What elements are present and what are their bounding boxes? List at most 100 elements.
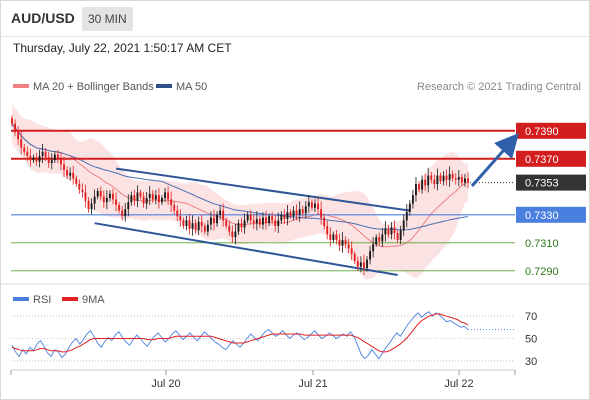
candle-body: [451, 174, 454, 179]
candle-body: [362, 262, 365, 268]
rsi-line: [11, 311, 469, 360]
candle-body: [151, 193, 154, 200]
candle-body: [280, 214, 283, 221]
candle-body: [323, 217, 326, 226]
bollinger-band-fill: [12, 104, 468, 280]
candle-body: [209, 217, 212, 225]
candle-body: [375, 237, 378, 245]
candle-body: [90, 203, 93, 210]
candle-body: [338, 240, 341, 246]
candle-body: [439, 175, 442, 182]
candle-body: [237, 223, 240, 232]
projection-arrow: [470, 133, 519, 187]
level-label-2: 0.7330: [525, 210, 559, 222]
candle-body: [38, 156, 41, 162]
candle-body: [84, 192, 87, 201]
candle-body: [298, 209, 301, 215]
candle-body: [118, 205, 121, 211]
candle-body: [448, 174, 451, 180]
support-resistance-levels: 0.7390 0.7370 0.7330 0.7310 0.7290: [11, 122, 586, 278]
candle-body: [203, 226, 206, 232]
candle-body: [222, 210, 225, 221]
level-tag-1: [516, 150, 586, 167]
candle-body: [335, 234, 338, 240]
candle-body: [347, 244, 350, 249]
candle-body: [411, 195, 414, 204]
candle-body: [197, 221, 200, 231]
rsi-ma9-line: [11, 313, 469, 353]
current-price-tag: [516, 174, 586, 191]
candle-body: [157, 195, 160, 203]
candle-body: [289, 212, 292, 217]
candle-body: [252, 220, 255, 224]
candle-body: [249, 214, 252, 221]
candle-body: [167, 192, 170, 200]
candle-body: [274, 220, 277, 226]
candle-body: [231, 231, 234, 238]
ma9-legend-swatch: [62, 297, 78, 301]
candle-body: [179, 216, 182, 221]
candle-body: [53, 154, 56, 161]
candle-body: [310, 202, 313, 208]
chart-datetime: Thursday, July 22, 2021 1:50:17 AM CET: [13, 41, 232, 55]
candle-body: [317, 203, 319, 210]
candle-body: [14, 123, 17, 133]
candle-body: [194, 223, 197, 231]
channel-line-lower: [94, 222, 398, 276]
candle-body: [121, 210, 124, 217]
ma9-legend-label: 9MA: [82, 294, 105, 306]
candle-body: [148, 193, 151, 198]
candle-body: [213, 217, 215, 224]
candle-body: [216, 214, 218, 224]
candle-body: [173, 205, 176, 211]
rsi-tick-50: 50: [525, 334, 537, 346]
candle-body: [372, 244, 375, 252]
candle-body: [415, 184, 417, 196]
candle-body: [286, 212, 289, 219]
candle-body: [170, 199, 173, 205]
candle-body: [191, 223, 194, 229]
candle-body: [442, 175, 445, 182]
candle-body: [105, 198, 108, 203]
candle-body: [185, 220, 188, 226]
candle-body: [454, 178, 457, 180]
candle-body: [99, 191, 102, 197]
candle-body: [81, 189, 84, 193]
candle-body: [292, 210, 295, 217]
candle-body: [255, 219, 258, 224]
x-tick-label: Jul 20: [151, 378, 180, 390]
candle-body: [436, 175, 439, 184]
candle-body: [393, 227, 396, 233]
candle-body: [460, 177, 463, 183]
candle-body: [161, 198, 163, 203]
candle-body: [145, 198, 148, 204]
x-tick-label: Jul 21: [298, 378, 327, 390]
candle-body: [326, 226, 329, 235]
candle-body: [11, 118, 13, 124]
candlesticks: [11, 115, 469, 275]
level-tag-2: [516, 206, 586, 223]
candle-body: [96, 191, 99, 197]
candle-body: [112, 193, 114, 200]
level-label-1: 0.7370: [525, 154, 559, 166]
candle-body: [463, 178, 466, 183]
candle-body: [390, 227, 393, 235]
candle-body: [445, 175, 448, 180]
timeframe-badge[interactable]: 30 MIN: [82, 7, 133, 31]
candle-body: [402, 220, 405, 231]
candle-body: [268, 216, 271, 224]
candle-body: [277, 220, 280, 226]
candle-body: [329, 234, 332, 240]
candle-body: [234, 231, 237, 238]
candle-body: [102, 196, 105, 203]
candle-body: [353, 254, 356, 261]
candle-body: [60, 158, 62, 165]
candle-body: [243, 220, 246, 228]
candle-body: [430, 175, 433, 180]
candle-body: [93, 196, 96, 204]
candle-body: [295, 210, 298, 215]
ma20-legend-label: MA 20 + Bollinger Bands: [33, 81, 154, 93]
candle-body: [200, 221, 203, 226]
candle-body: [265, 217, 267, 224]
candle-body: [356, 261, 359, 267]
